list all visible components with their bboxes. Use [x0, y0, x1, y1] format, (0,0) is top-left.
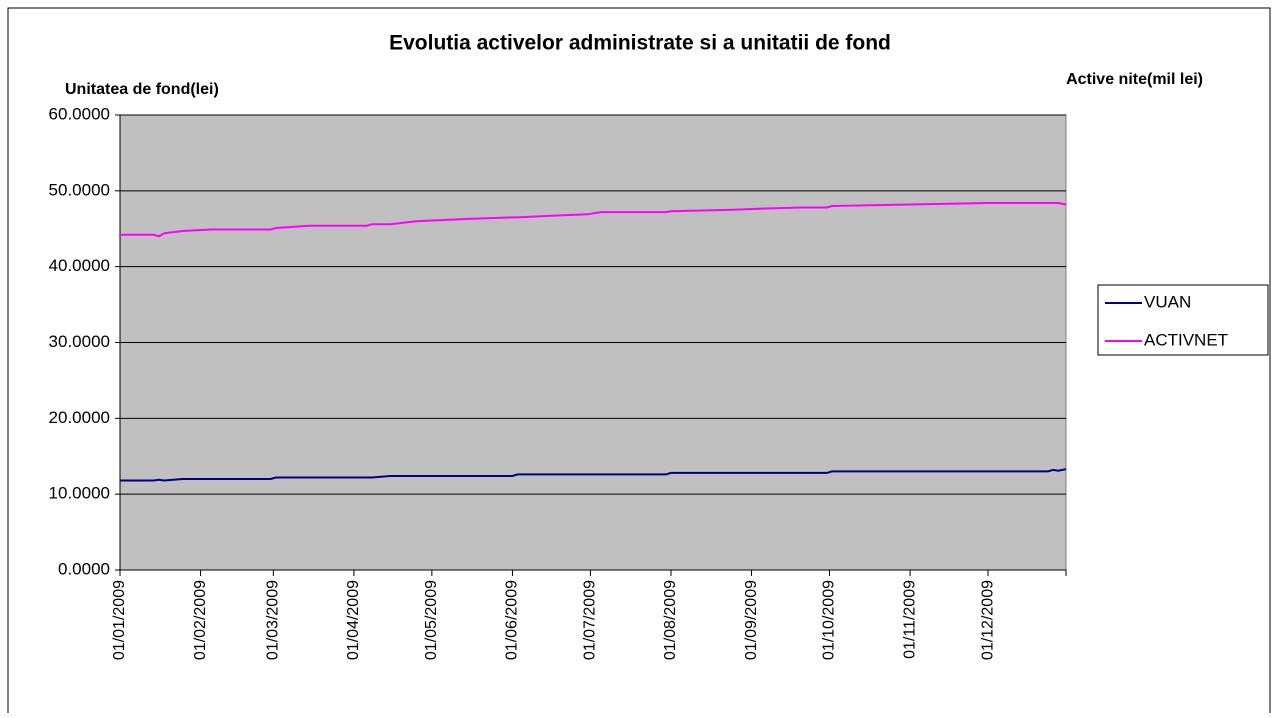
x-tick-label: 01/06/2009: [504, 580, 521, 660]
y-axis-label: Unitatea de fond(lei): [65, 81, 219, 98]
y-tick-label: 30.0000: [49, 332, 110, 351]
legend-label: VUAN: [1144, 292, 1191, 311]
y-tick-label: 10.0000: [49, 484, 110, 503]
x-tick-label: 01/10/2009: [821, 580, 838, 660]
x-tick-label: 01/02/2009: [192, 580, 209, 660]
legend: [1097, 284, 1269, 356]
y2-axis-label: Active nite(mil lei): [1066, 71, 1203, 88]
x-tick-label: 01/07/2009: [582, 580, 599, 660]
y-tick-label: 0.0000: [58, 559, 110, 578]
x-tick-label: 01/05/2009: [423, 580, 440, 660]
x-tick-label: 01/08/2009: [662, 580, 679, 660]
x-tick-label: 01/04/2009: [345, 580, 362, 660]
chart-title: Evolutia activelor administrate si a uni…: [389, 32, 891, 55]
x-tick-label: 01/03/2009: [265, 580, 282, 660]
series-line: [120, 468, 1067, 482]
y-tick-label: 40.0000: [49, 256, 110, 275]
y-tick-label: 20.0000: [49, 408, 110, 427]
y-tick-label: 50.0000: [49, 180, 110, 199]
y-tick-label: 60.0000: [49, 104, 110, 123]
series-line: [120, 202, 1067, 238]
x-tick-label: 01/01/2009: [111, 580, 128, 660]
x-tick-label: 01/09/2009: [743, 580, 760, 660]
legend-label: ACTIVNET: [1144, 330, 1228, 349]
x-tick-label: 01/11/2009: [901, 580, 918, 659]
x-tick-label: 01/12/2009: [979, 580, 996, 660]
